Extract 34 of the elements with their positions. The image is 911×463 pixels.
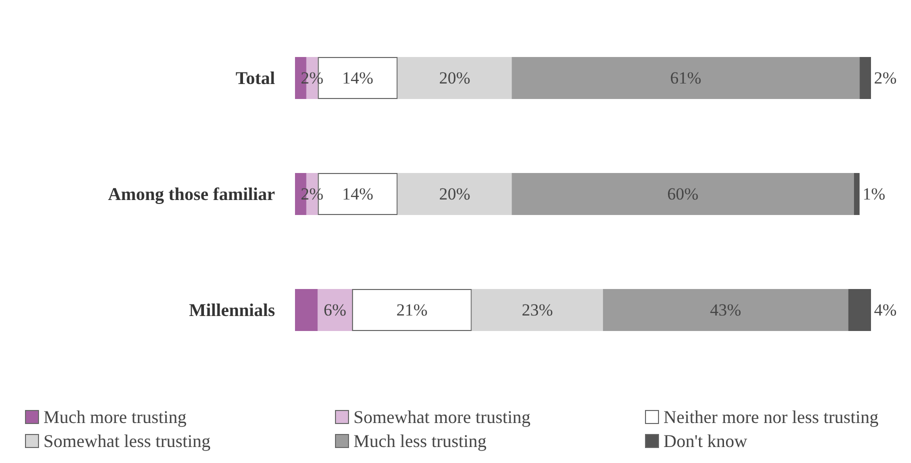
bar [848,289,871,331]
y-tick-label: Total [236,68,275,88]
data-label: 4% [874,300,897,320]
y-tick-label: Among those familiar [108,184,276,204]
y-tick-label: Millennials [188,300,275,320]
data-label: 14% [342,68,374,88]
bar [472,289,603,331]
bar [398,57,512,99]
data-label: 14% [342,184,374,204]
data-label: 2% [874,68,897,88]
data-label: 23% [522,300,553,320]
bar [602,289,848,331]
data-label: 61% [670,68,702,88]
bar [860,57,871,99]
bar [512,57,860,99]
bar [352,289,472,331]
data-label: 20% [439,184,470,204]
bar [854,173,860,215]
data-label: 6% [324,300,346,320]
legend-label: Much more trusting [44,407,186,427]
legend-label: Somewhat less trusting [44,431,210,451]
data-label: 1% [862,184,886,204]
bar [318,289,352,331]
legend-label: Neither more nor less trusting [664,407,878,427]
bar [295,289,318,331]
legend-label: Somewhat more trusting [354,407,530,427]
legend-label: Don't know [664,431,748,451]
data-label: 43% [710,300,742,320]
data-label: 60% [667,184,698,204]
bar [398,173,512,215]
data-label: 21% [396,300,428,320]
legend-label: Much less trusting [354,431,486,451]
bar [512,173,854,215]
data-label: 20% [439,68,470,88]
